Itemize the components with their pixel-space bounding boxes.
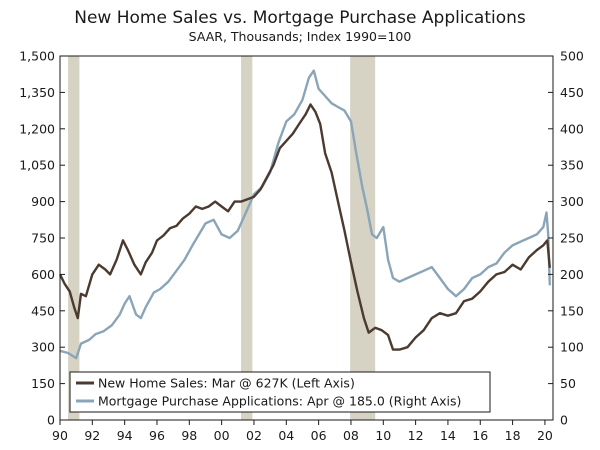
left-tick-label: 1,350 bbox=[19, 85, 55, 100]
x-tick-label: 08 bbox=[343, 428, 359, 443]
right-tick-label: 500 bbox=[560, 49, 584, 64]
x-tick-label: 20 bbox=[537, 428, 553, 443]
legend-box bbox=[69, 371, 491, 413]
left-tick-label: 600 bbox=[31, 267, 55, 282]
left-tick-label: 150 bbox=[31, 376, 55, 391]
recession-band-3 bbox=[350, 56, 376, 420]
x-tick-label: 12 bbox=[408, 428, 424, 443]
x-tick-label: 10 bbox=[375, 428, 391, 443]
new-home-sales-line bbox=[58, 103, 551, 351]
x-tick-label: 18 bbox=[505, 428, 521, 443]
left-tick-label: 450 bbox=[31, 303, 55, 318]
recession-band-2 bbox=[241, 56, 253, 420]
x-tick-label: 96 bbox=[149, 428, 165, 443]
axes-layer: 01503004506007509001,0501,2001,3501,5000… bbox=[19, 49, 584, 444]
x-tick-label: 92 bbox=[84, 428, 100, 443]
left-tick-label: 1,200 bbox=[19, 121, 55, 136]
left-tick-label: 0 bbox=[47, 413, 55, 428]
right-tick-label: 450 bbox=[560, 85, 584, 100]
recession-shading-layer bbox=[68, 56, 376, 420]
legend-label-sales: New Home Sales: Mar @ 627K (Left Axis) bbox=[98, 376, 355, 391]
x-tick-label: 00 bbox=[214, 428, 230, 443]
right-tick-label: 100 bbox=[560, 340, 584, 355]
left-tick-label: 900 bbox=[31, 194, 55, 209]
x-tick-label: 90 bbox=[52, 428, 68, 443]
right-tick-label: 150 bbox=[560, 303, 584, 318]
chart-subtitle: SAAR, Thousands; Index 1990=100 bbox=[189, 29, 412, 44]
chart-title: New Home Sales vs. Mortgage Purchase App… bbox=[74, 8, 526, 28]
legend-label-applications: Mortgage Purchase Applications: Apr @ 18… bbox=[98, 394, 461, 409]
right-tick-label: 350 bbox=[560, 158, 584, 173]
left-tick-label: 1,500 bbox=[19, 49, 55, 64]
x-tick-label: 02 bbox=[246, 428, 262, 443]
legend: New Home Sales: Mar @ 627K (Left Axis) Mo… bbox=[69, 371, 491, 413]
right-tick-label: 250 bbox=[560, 231, 584, 246]
x-tick-label: 14 bbox=[440, 428, 456, 443]
right-tick-label: 400 bbox=[560, 121, 584, 136]
right-tick-label: 50 bbox=[560, 376, 576, 391]
x-tick-label: 98 bbox=[181, 428, 197, 443]
right-tick-label: 200 bbox=[560, 267, 584, 282]
left-tick-label: 1,050 bbox=[19, 158, 55, 173]
right-tick-label: 300 bbox=[560, 194, 584, 209]
right-tick-label: 0 bbox=[560, 413, 568, 428]
x-tick-label: 04 bbox=[278, 428, 294, 443]
mortgage-applications-line bbox=[59, 69, 551, 360]
series-layer bbox=[58, 69, 551, 360]
x-tick-label: 06 bbox=[311, 428, 327, 443]
x-tick-label: 16 bbox=[472, 428, 488, 443]
left-tick-label: 300 bbox=[31, 340, 55, 355]
left-tick-label: 750 bbox=[31, 231, 55, 246]
x-tick-label: 94 bbox=[117, 428, 133, 443]
recession-band-1 bbox=[68, 56, 80, 420]
